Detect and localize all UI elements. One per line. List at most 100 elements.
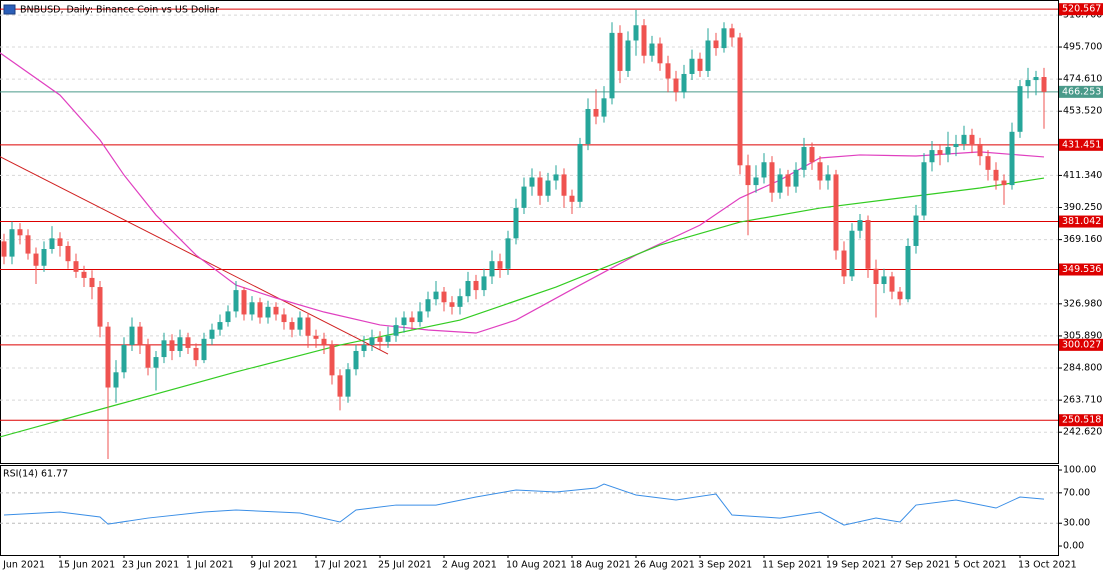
candle-body — [425, 299, 431, 312]
candle-body — [673, 78, 679, 93]
candle-body — [801, 147, 807, 170]
x-tick-label: 25 Jul 2021 — [378, 560, 432, 571]
candle-body — [201, 338, 207, 361]
x-tick-label: 19 Sep 2021 — [826, 560, 886, 571]
candle-body — [929, 150, 935, 163]
candle-body — [953, 143, 959, 148]
y-tick-label: 305.890 — [1063, 330, 1102, 341]
candle-body — [321, 338, 327, 345]
trend-line — [0, 156, 389, 355]
candle-body — [185, 337, 191, 348]
candle-body — [89, 277, 95, 288]
candle-body — [281, 314, 287, 323]
chart-title: BNBUSD, Daily: Binance Coin vs US Dollar — [20, 5, 219, 16]
candle-body — [137, 326, 143, 345]
y-tick-label: 284.800 — [1063, 363, 1102, 374]
candle-body — [993, 169, 999, 181]
candle-body — [1041, 77, 1047, 92]
candle-body — [825, 174, 831, 181]
candle-body — [217, 322, 223, 330]
x-tick-label: 26 Aug 2021 — [634, 560, 695, 571]
rsi-tick-label: 30.00 — [1063, 518, 1090, 529]
candle-body — [537, 177, 543, 196]
x-tick-label: 18 Aug 2021 — [570, 560, 631, 571]
candle-body — [665, 63, 671, 79]
rsi-pane — [0, 483, 1058, 526]
x-tick-label: 11 Sep 2021 — [762, 560, 822, 571]
candle-body — [913, 215, 919, 246]
y-tick-label: 453.520 — [1063, 106, 1102, 117]
candle-body — [881, 276, 887, 285]
candle-body — [857, 220, 863, 231]
candle-body — [49, 238, 55, 250]
last-price-bg — [1059, 85, 1103, 98]
y-tick-label: 411.340 — [1063, 170, 1102, 181]
y-tick-label: 390.250 — [1063, 202, 1102, 213]
candle-body — [265, 306, 271, 318]
y-tick-label: 263.710 — [1063, 395, 1102, 406]
candle-body — [65, 245, 71, 262]
candle-body — [553, 174, 559, 181]
candle-body — [169, 340, 175, 351]
candle-body — [9, 229, 15, 257]
candle-body — [489, 261, 495, 277]
last-price-label: 466.253 — [1062, 86, 1101, 97]
candle-body — [841, 250, 847, 277]
rsi-frame — [0, 465, 1059, 556]
y-tick-label: 474.610 — [1063, 74, 1102, 85]
x-tick-label: 17 Jul 2021 — [314, 560, 368, 571]
candle-body — [337, 375, 343, 397]
candle-body — [145, 344, 151, 368]
candle-body — [777, 174, 783, 193]
candle-body — [577, 143, 583, 202]
candle-body — [161, 340, 167, 358]
candle-body — [641, 25, 647, 56]
candle-body — [33, 253, 39, 266]
rsi-tick-label: 0.00 — [1063, 541, 1084, 552]
candle-body — [97, 287, 103, 327]
candle-body — [1001, 180, 1007, 186]
candle-body — [865, 220, 871, 269]
x-tick-label: 9 Jul 2021 — [250, 560, 298, 571]
candle-body — [465, 280, 471, 297]
candle-body — [497, 261, 503, 269]
candle-body — [753, 177, 759, 186]
candle-body — [209, 329, 215, 339]
candle-body — [313, 335, 319, 339]
candle-body — [657, 43, 663, 64]
candle-body — [1017, 86, 1023, 132]
candle-body — [721, 28, 727, 49]
candle-body — [121, 344, 127, 373]
candle-body — [41, 249, 47, 266]
candle-body — [817, 162, 823, 181]
candle-body — [689, 58, 695, 74]
candle-body — [25, 235, 31, 254]
candle-body — [113, 372, 119, 388]
candle-body — [945, 147, 951, 155]
level-label-bg — [1059, 263, 1103, 276]
window-icon — [3, 4, 16, 15]
candle-body — [81, 271, 87, 278]
candle-body — [17, 229, 23, 236]
candle-body — [257, 302, 263, 318]
candle-body — [745, 165, 751, 186]
candle-body — [1025, 80, 1031, 87]
x-tick-label: 27 Sep 2021 — [890, 560, 950, 571]
candle-body — [289, 322, 295, 330]
candle-body — [1, 241, 7, 257]
x-tick-label: 23 Jun 2021 — [122, 560, 179, 571]
candle-body — [593, 108, 599, 117]
candle-body — [441, 291, 447, 303]
candle-body — [353, 350, 359, 370]
candle-body — [793, 169, 799, 187]
candle-body — [449, 302, 455, 307]
y-tick-label: 369.160 — [1063, 234, 1102, 245]
rsi-tick-label: 70.00 — [1063, 487, 1090, 498]
candle-body — [505, 238, 511, 269]
x-tick-label: 2 Aug 2021 — [442, 560, 497, 571]
candle-body — [809, 147, 815, 163]
candle-body — [769, 162, 775, 193]
candle-body — [409, 317, 415, 323]
candle-body — [713, 40, 719, 49]
candle-body — [513, 207, 519, 239]
